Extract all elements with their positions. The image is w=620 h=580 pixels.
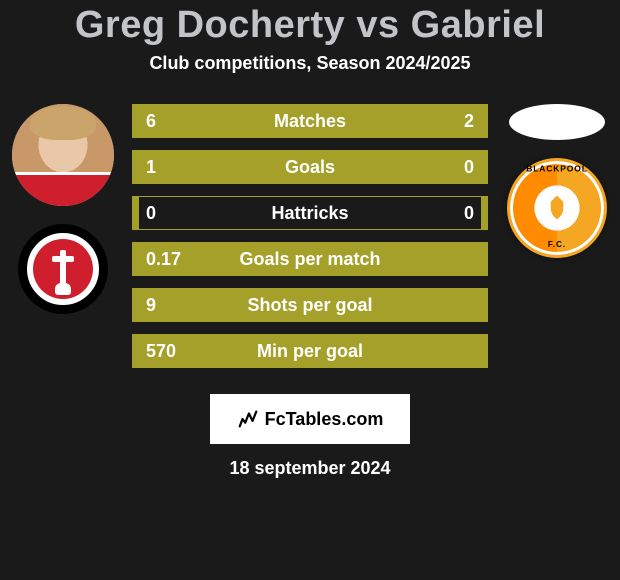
stat-row: Goals per match0.17	[132, 242, 488, 276]
brand-badge: FcTables.com	[210, 394, 410, 444]
stat-value-right	[460, 242, 488, 276]
stat-value-left: 6	[132, 104, 170, 138]
stat-value-right: 2	[450, 104, 488, 138]
fctables-icon	[237, 408, 259, 430]
stat-value-left: 9	[132, 288, 170, 322]
club-badge-right: BLACKPOOL F.C.	[507, 158, 607, 258]
stat-value-left: 570	[132, 334, 190, 368]
stat-row: Matches6 2	[132, 104, 488, 138]
subtitle: Club competitions, Season 2024/2025	[0, 53, 620, 104]
stat-value-right: 0	[450, 150, 488, 184]
right-column: BLACKPOOL F.C.	[502, 104, 612, 258]
stat-label: Hattricks	[132, 196, 488, 230]
player-right-avatar	[509, 104, 605, 140]
stat-value-right	[460, 288, 488, 322]
stats-panel: Matches62Goals10Hattricks00Goals per mat…	[118, 104, 502, 380]
stat-row: Min per goal570	[132, 334, 488, 368]
page-title: Greg Docherty vs Gabriel	[0, 0, 620, 53]
stat-row: Shots per goal9	[132, 288, 488, 322]
stat-label: Shots per goal	[132, 288, 488, 322]
player-left-avatar	[12, 104, 114, 206]
stat-row: Hattricks0 0	[132, 196, 488, 230]
left-column	[8, 104, 118, 314]
stat-label: Goals	[132, 150, 488, 184]
stat-label: Matches	[132, 104, 488, 138]
stat-value-right: 0	[450, 196, 488, 230]
date-text: 18 september 2024	[0, 458, 620, 479]
club-badge-left	[18, 224, 108, 314]
stat-row: Goals1 0	[132, 150, 488, 184]
stat-value-left: 1	[132, 150, 170, 184]
stat-value-right	[460, 334, 488, 368]
brand-text: FcTables.com	[265, 409, 384, 430]
stat-value-left: 0	[132, 196, 170, 230]
stat-value-left: 0.17	[132, 242, 195, 276]
